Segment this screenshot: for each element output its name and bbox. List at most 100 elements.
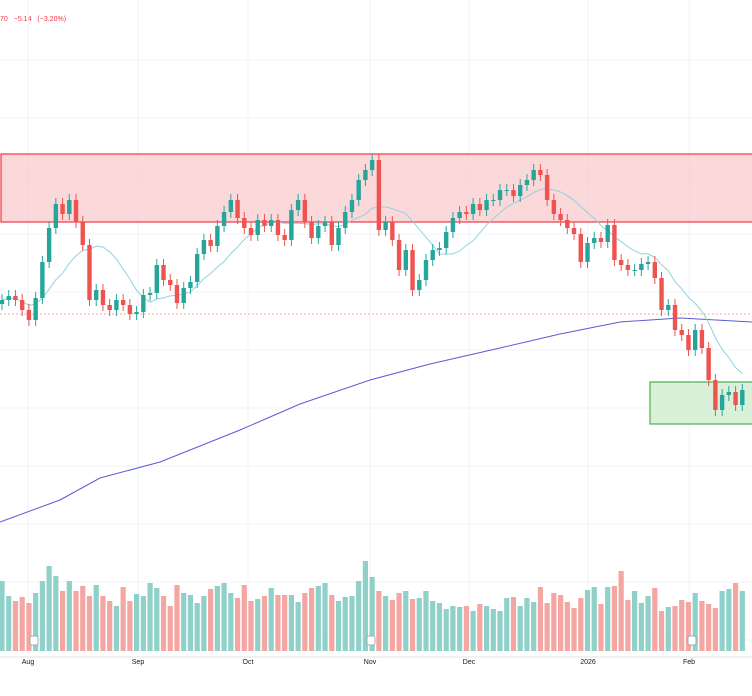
candle-body: [19, 300, 25, 310]
x-axis-label: Aug: [22, 659, 35, 666]
candle-body: [127, 305, 133, 314]
candle-body: [652, 262, 658, 278]
candle-body: [491, 200, 496, 201]
volume-bar: [19, 597, 25, 651]
volume-bar: [349, 596, 355, 651]
candle-body: [94, 290, 99, 300]
price-change: −5.14: [13, 16, 32, 23]
x-axis-label: Feb: [683, 659, 695, 666]
candle-body: [592, 238, 597, 243]
volume-bar: [160, 596, 167, 651]
candle-body: [524, 180, 530, 185]
volume-bar: [6, 596, 12, 651]
volume-bar: [86, 596, 93, 651]
volume-bar: [147, 583, 153, 651]
volume-bar: [726, 589, 732, 651]
candle-body: [40, 262, 45, 298]
volume-bar: [706, 604, 712, 651]
volume-bar: [100, 596, 106, 651]
candle-body: [719, 395, 725, 410]
candle-body: [383, 222, 388, 230]
volume-bar: [692, 593, 698, 651]
volume-bar: [436, 603, 443, 651]
candle-body: [612, 225, 617, 260]
candle-body: [80, 222, 85, 245]
volume-bar: [712, 608, 718, 651]
volume-bar: [174, 585, 180, 651]
volume-bar: [261, 596, 268, 651]
volume-bar: [26, 603, 32, 651]
candle-body: [147, 293, 153, 295]
volume-bar: [389, 600, 395, 651]
candle-body: [289, 210, 294, 240]
long-moving-average: [0, 317, 752, 523]
candle-body: [410, 250, 415, 290]
candle-body: [369, 160, 375, 170]
candle-body: [100, 290, 106, 305]
volume-bar: [214, 586, 220, 651]
candle-body: [336, 228, 341, 245]
volume-bar: [638, 603, 644, 651]
volume-bar: [322, 583, 328, 651]
candle-body: [618, 260, 624, 265]
volume-bar: [396, 593, 402, 651]
volume-bar: [0, 581, 5, 651]
candle-body: [46, 228, 52, 262]
candle-body: [168, 280, 173, 285]
candle-body: [242, 218, 247, 228]
candle-body: [713, 380, 718, 410]
volume-bar: [335, 601, 342, 651]
x-axis-label: Dec: [463, 659, 476, 666]
volume-bar: [107, 601, 113, 651]
volume-bar: [564, 602, 570, 651]
candle-body: [322, 222, 328, 226]
candle-body: [544, 175, 550, 200]
volume-bar: [598, 604, 604, 651]
volume-bar: [544, 603, 550, 651]
volume-bar: [463, 606, 469, 651]
volume-bar: [275, 595, 281, 651]
candle-body: [437, 248, 442, 250]
candle-body: [726, 392, 732, 395]
candle-body: [417, 280, 422, 290]
volume-bar: [652, 588, 658, 651]
volume-bar: [127, 601, 133, 651]
volume-bar: [46, 566, 52, 651]
volume-bar: [719, 591, 725, 651]
candle-body: [235, 200, 240, 218]
volume-bar: [571, 608, 577, 651]
volume-bar: [288, 595, 294, 651]
volume-bar: [140, 596, 146, 651]
candle-body: [120, 300, 126, 305]
candle-body: [215, 226, 220, 246]
volume-bar: [423, 591, 429, 651]
candle-body: [531, 170, 536, 180]
volume-bar: [470, 611, 476, 651]
volume-bar: [234, 598, 241, 651]
volume-bar: [685, 602, 692, 651]
volume-bar: [295, 602, 301, 651]
volume-bar: [611, 586, 618, 651]
candle-body: [269, 220, 274, 226]
volume-bar: [113, 606, 120, 651]
candle-body: [497, 190, 503, 200]
candle-body: [221, 212, 227, 226]
candle-body: [632, 270, 637, 271]
candle-body: [470, 204, 476, 214]
candle-body: [349, 200, 355, 212]
short-moving-average: [1, 188, 743, 374]
candle-body: [699, 330, 705, 348]
volume-bar: [376, 591, 382, 651]
candle-body: [134, 312, 139, 314]
candle-body: [33, 298, 38, 320]
candle-body: [538, 170, 543, 175]
volume-bar: [39, 581, 45, 651]
x-axis-label: Nov: [364, 659, 377, 666]
candle-body: [450, 218, 456, 232]
candle-body: [282, 235, 287, 240]
volume-bar: [490, 609, 496, 651]
candle-body: [706, 348, 711, 380]
price-fragment: 70: [0, 16, 8, 23]
candle-body: [430, 250, 435, 260]
